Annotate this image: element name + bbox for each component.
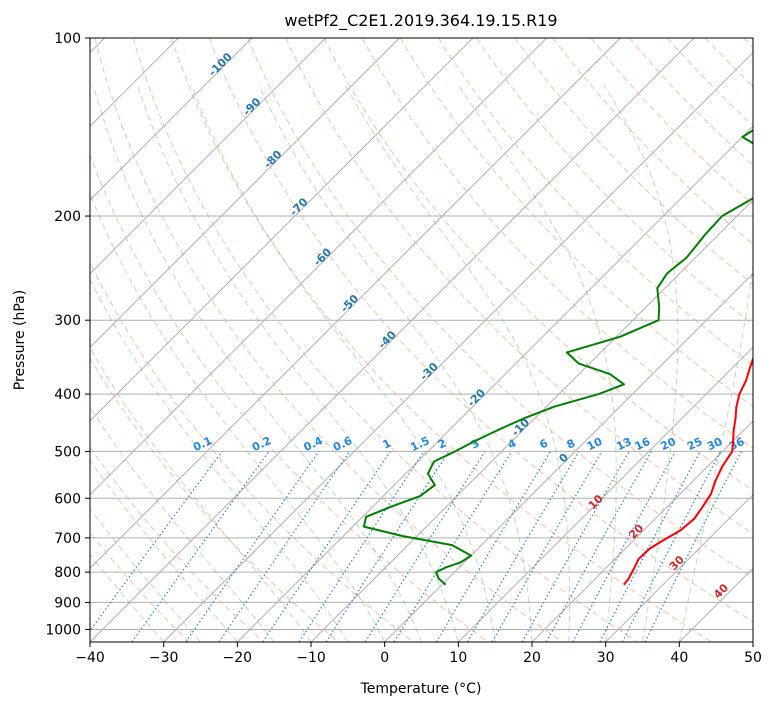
moist-adiabat-line bbox=[344, 84, 571, 642]
y-tick-label: 400 bbox=[54, 387, 81, 403]
dry-adiabats bbox=[90, 38, 753, 642]
isotherm-line bbox=[90, 38, 474, 422]
isotherm-line bbox=[384, 272, 753, 642]
moist-adiabat-line bbox=[603, 84, 679, 642]
y-tick-label: 200 bbox=[54, 209, 81, 225]
y-tick-label: 300 bbox=[54, 313, 81, 329]
mixing-ratio-line bbox=[393, 451, 513, 642]
temperature-profile-line bbox=[623, 355, 753, 586]
dry-adiabat-line bbox=[285, 38, 753, 535]
y-tick-label: 700 bbox=[54, 531, 81, 547]
x-tick-label: −30 bbox=[149, 650, 179, 666]
moist-adiabat-line bbox=[90, 347, 312, 642]
sounding-profiles bbox=[362, 129, 753, 586]
moist-adiabat-line bbox=[457, 84, 617, 642]
isotherm-line bbox=[236, 125, 753, 642]
y-tick-label: 100 bbox=[54, 31, 81, 47]
mixing-ratio-label: 30 bbox=[705, 435, 725, 453]
mixing-ratio-line bbox=[621, 451, 722, 642]
isotherm-line bbox=[531, 420, 753, 642]
y-axis: 100 200 300 400 500 600 700 800 900 1000 bbox=[45, 31, 90, 638]
dry-adiabat-line bbox=[323, 38, 753, 492]
x-axis-label: Temperature (°C) bbox=[360, 681, 482, 697]
dry-adiabat-line bbox=[90, 261, 414, 642]
mixing-ratio-lines bbox=[90, 451, 743, 642]
dry-adiabat-line bbox=[247, 38, 753, 578]
moist-adiabat-line bbox=[92, 84, 422, 642]
mixing-ratio-line bbox=[218, 451, 351, 642]
isotherm-line bbox=[90, 38, 400, 349]
moist-adiabat-line bbox=[90, 192, 386, 642]
dry-adiabat-line bbox=[361, 38, 753, 449]
isobar-grid bbox=[90, 38, 753, 630]
mixing-ratio-label: 13 bbox=[614, 435, 633, 453]
x-tick-label: −10 bbox=[296, 650, 326, 666]
chart-title: wetPf2_C2E1.2019.364.19.15.R19 bbox=[284, 11, 557, 31]
mixing-ratio-label: 16 bbox=[633, 435, 653, 453]
x-axis: −40 −30 −20 −10 0 10 20 30 40 50 bbox=[75, 642, 762, 666]
y-axis-label: Pressure (hPa) bbox=[12, 290, 28, 390]
dry-adiabat-line bbox=[590, 38, 753, 206]
y-tick-label: 1000 bbox=[45, 622, 81, 638]
dry-adiabat-line bbox=[90, 357, 339, 642]
mixing-ratio-line bbox=[572, 451, 677, 642]
x-tick-label: 30 bbox=[597, 650, 615, 666]
dewpoint-profile-line bbox=[362, 129, 753, 586]
mixing-ratio-label: 20 bbox=[659, 435, 679, 453]
skewed-isotherm-grid bbox=[90, 38, 753, 642]
x-tick-label: −40 bbox=[75, 650, 105, 666]
dry-adiabat-line bbox=[132, 38, 638, 642]
y-tick-label: 800 bbox=[54, 565, 81, 581]
isotherm-line bbox=[605, 493, 753, 642]
x-tick-label: 40 bbox=[670, 650, 688, 666]
mixing-ratio-line bbox=[90, 451, 223, 632]
mixing-ratio-line bbox=[185, 451, 320, 642]
mixing-ratio-label: 25 bbox=[685, 435, 704, 453]
mixing-ratio-line bbox=[325, 451, 450, 642]
isotherm-line bbox=[90, 38, 695, 642]
x-tick-label: 10 bbox=[449, 650, 467, 666]
x-tick-label: −20 bbox=[223, 650, 253, 666]
dry-adiabat-line bbox=[170, 38, 712, 642]
y-tick-label: 900 bbox=[54, 595, 81, 611]
isotherm-line bbox=[90, 38, 253, 201]
dry-adiabat-line bbox=[399, 38, 753, 408]
isotherm-line bbox=[90, 38, 621, 570]
moist-adiabats bbox=[90, 84, 753, 642]
plot-area: -100-90-80-70-60-50-40-30-20-1000.1 0.2 0.… bbox=[90, 38, 753, 642]
moist-adiabat-line bbox=[137, 84, 459, 642]
moist-adiabat-line bbox=[90, 507, 201, 642]
mixing-ratio-line bbox=[262, 451, 391, 642]
dry-adiabat-line bbox=[209, 38, 753, 623]
isotherm-line bbox=[163, 51, 753, 642]
moist-adiabat-line bbox=[190, 84, 496, 642]
plot-frame bbox=[89, 37, 754, 643]
mixing-ratio-line bbox=[131, 451, 270, 642]
dry-adiabat-line bbox=[90, 446, 264, 642]
moist-adiabat-line bbox=[258, 84, 533, 642]
x-tick-label: 20 bbox=[523, 650, 541, 666]
moist-adiabat-line bbox=[90, 278, 349, 642]
dry-adiabat-line bbox=[90, 153, 488, 642]
y-tick-label: 500 bbox=[54, 444, 81, 460]
mixing-ratio-line bbox=[644, 451, 743, 642]
moist-adiabat-line bbox=[90, 553, 165, 642]
x-tick-label: 0 bbox=[380, 650, 389, 666]
x-tick-label: 50 bbox=[744, 650, 762, 666]
y-tick-label: 600 bbox=[54, 491, 81, 507]
moist-adiabat-line bbox=[90, 406, 275, 642]
isotherm-line bbox=[90, 38, 327, 275]
dry-adiabat-line bbox=[437, 38, 753, 366]
dry-adiabat-line bbox=[552, 38, 753, 245]
mixing-ratio-line bbox=[521, 451, 630, 642]
moist-adiabat-line bbox=[90, 459, 238, 642]
isotherm-line bbox=[457, 346, 753, 642]
isotherm-line bbox=[90, 38, 548, 496]
mixing-ratio-label: 10 bbox=[585, 435, 605, 453]
mixing-ratio-line bbox=[298, 451, 425, 642]
mixing-ratio-line bbox=[545, 451, 652, 642]
